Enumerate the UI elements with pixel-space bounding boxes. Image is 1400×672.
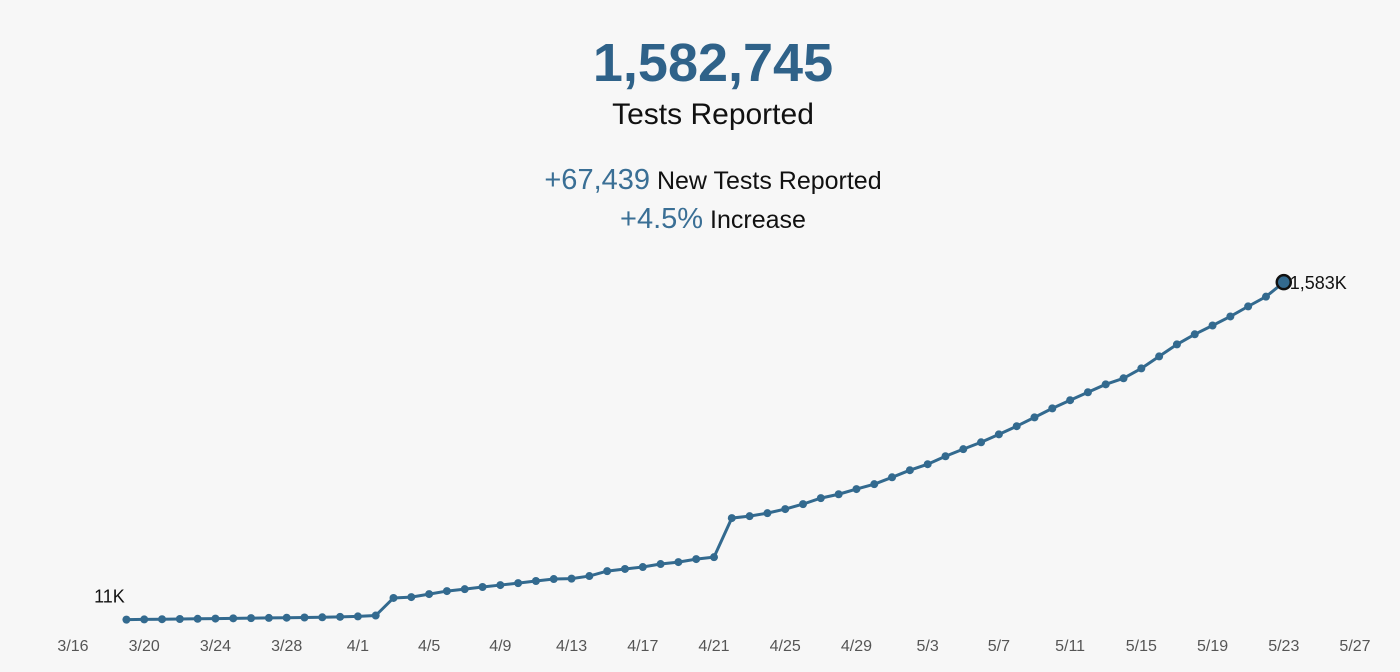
x-tick-label: 4/25 [770, 638, 801, 655]
point [994, 430, 1003, 439]
point [816, 494, 825, 503]
point [870, 480, 879, 489]
increase-value: +4.5% [620, 203, 704, 235]
x-tick-label: 3/20 [129, 638, 160, 655]
x-tick-label: 4/17 [627, 638, 658, 655]
point [781, 505, 790, 514]
point [496, 581, 505, 590]
point [1101, 380, 1110, 389]
point [763, 509, 772, 518]
x-tick-label: 5/11 [1055, 638, 1085, 655]
point [710, 553, 718, 562]
point [549, 575, 558, 584]
point [745, 512, 754, 521]
point [318, 613, 327, 622]
point [460, 585, 469, 594]
point [336, 612, 345, 621]
point [888, 473, 897, 482]
point [1137, 364, 1146, 373]
point [692, 555, 701, 564]
point [656, 560, 665, 569]
point [941, 452, 950, 461]
x-tick-label: 4/13 [556, 638, 587, 655]
point [923, 460, 932, 469]
x-tick-label: 4/9 [489, 638, 511, 655]
point [407, 593, 416, 602]
total: 1,582,745 [592, 33, 834, 93]
x-tick-label: 3/24 [200, 638, 231, 655]
point [193, 614, 202, 623]
point [674, 558, 683, 567]
value-label: 11K [94, 587, 125, 607]
point [442, 587, 451, 596]
point [1030, 413, 1039, 422]
point [229, 614, 238, 623]
point [585, 572, 594, 581]
point [514, 579, 523, 588]
x-tick-label: 4/21 [698, 638, 729, 655]
point [247, 614, 256, 623]
new-tests: +67,439 New Tests Reported [0, 164, 1400, 197]
point [638, 563, 647, 572]
new-label: New Tests Reported [656, 167, 882, 195]
point [620, 564, 629, 573]
point [122, 615, 131, 624]
point [799, 500, 808, 509]
point [425, 590, 434, 599]
point [977, 438, 986, 447]
new-value: +67,439 [544, 164, 651, 196]
x-tick-label: 5/7 [988, 638, 1010, 655]
value-label: 1,583K [1290, 273, 1347, 293]
point [727, 514, 736, 523]
line [126, 281, 1285, 622]
point [567, 574, 576, 583]
total-label: Tests Reported [612, 98, 814, 131]
point [282, 613, 291, 622]
point [531, 576, 540, 585]
point [905, 466, 914, 475]
point [1275, 273, 1293, 291]
point [959, 445, 968, 454]
point [1244, 302, 1253, 311]
point [353, 612, 362, 621]
increase-label: Increase [710, 206, 806, 234]
point [389, 593, 398, 602]
point [1172, 340, 1181, 349]
point [1261, 292, 1270, 301]
x-tick-label: 4/5 [418, 638, 440, 655]
point [371, 611, 380, 620]
x-tick-label: 4/29 [841, 638, 872, 655]
point [478, 583, 487, 592]
point [1190, 330, 1199, 339]
point [1208, 321, 1217, 330]
x-tick-label: 5/23 [1268, 638, 1299, 655]
point [603, 567, 612, 576]
x-tick-label: 3/16 [57, 638, 88, 655]
point [211, 614, 220, 623]
x-tick-label: 3/28 [271, 638, 302, 655]
point [1226, 312, 1235, 321]
point [1012, 422, 1021, 431]
point [175, 614, 184, 623]
x-tick-label: 5/27 [1339, 638, 1370, 655]
x-tick-label: 5/19 [1197, 638, 1228, 655]
point [1155, 352, 1164, 361]
point [300, 613, 309, 622]
point [1048, 404, 1057, 413]
x-tick-label: 5/15 [1126, 638, 1157, 655]
point [1119, 374, 1128, 383]
point [140, 615, 149, 624]
x-tick-label: 5/3 [917, 638, 939, 655]
point [834, 490, 843, 499]
point [852, 485, 861, 494]
point [1066, 396, 1075, 405]
x-tick-label: 4/1 [347, 638, 369, 655]
point [264, 613, 273, 622]
point [158, 615, 167, 624]
point [1083, 388, 1092, 397]
increase: +4.5% Increase [0, 203, 1400, 236]
